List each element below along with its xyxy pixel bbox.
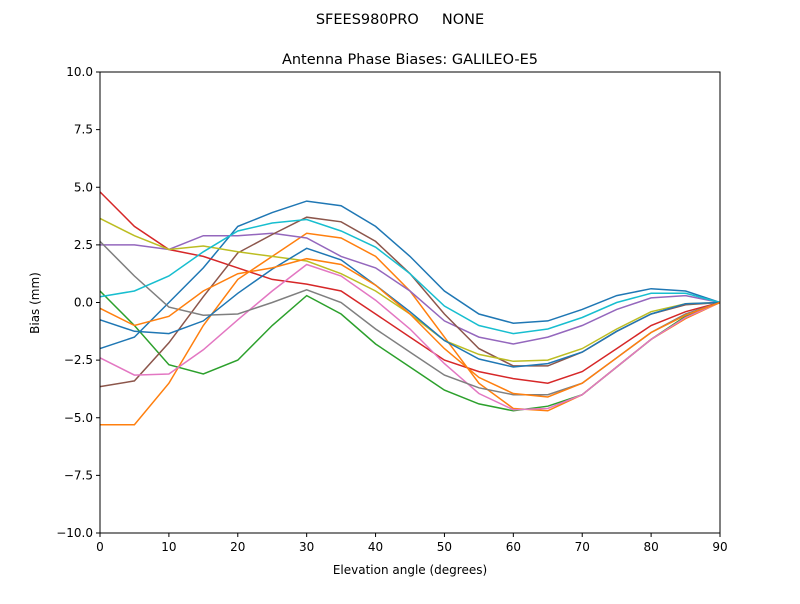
x-tick-label: 10: [161, 540, 176, 554]
y-tick-label: 0.0: [74, 296, 93, 310]
y-axis-label: Bias (mm): [28, 272, 42, 334]
chart-title: Antenna Phase Biases: GALILEO-E5: [282, 52, 538, 68]
y-tick-label: −7.5: [64, 468, 93, 482]
series-line-0: [99, 200, 721, 350]
series-line-3: [99, 191, 721, 384]
x-tick-label: 80: [643, 540, 658, 554]
y-tick-label: −10.0: [56, 526, 93, 540]
x-tick-label: 0: [96, 540, 104, 554]
x-tick-label: 70: [575, 540, 590, 554]
series-lines: [99, 191, 721, 426]
y-tick-label: 2.5: [74, 238, 93, 252]
y-tick-label: −2.5: [64, 353, 93, 367]
y-tick-label: 10.0: [66, 65, 93, 79]
x-tick-label: 30: [299, 540, 314, 554]
y-axis-ticks: −10.0 −7.5 −5.0 −2.5 0.0 2.5 5.0 7.5 10.0: [56, 65, 100, 540]
x-tick-label: 60: [506, 540, 521, 554]
x-tick-label: 90: [712, 540, 727, 554]
x-tick-label: 40: [368, 540, 383, 554]
x-tick-label: 50: [437, 540, 452, 554]
series-line-9: [99, 218, 721, 335]
plot-frame: [99, 71, 721, 534]
chart-suptitle: SFEES980PRO NONE: [316, 12, 484, 28]
series-line-10: [99, 247, 721, 368]
x-tick-label: 20: [230, 540, 245, 554]
y-tick-label: 7.5: [74, 123, 93, 137]
y-tick-label: 5.0: [74, 180, 93, 194]
y-tick-label: −5.0: [64, 411, 93, 425]
series-line-5: [99, 216, 721, 388]
series-line-6: [99, 263, 721, 411]
x-axis-label: Elevation angle (degrees): [333, 563, 487, 577]
series-line-11: [99, 257, 721, 398]
x-axis-ticks: 0 10 20 30 40 50 60 70 80 90: [96, 533, 728, 554]
series-line-4: [100, 232, 721, 345]
